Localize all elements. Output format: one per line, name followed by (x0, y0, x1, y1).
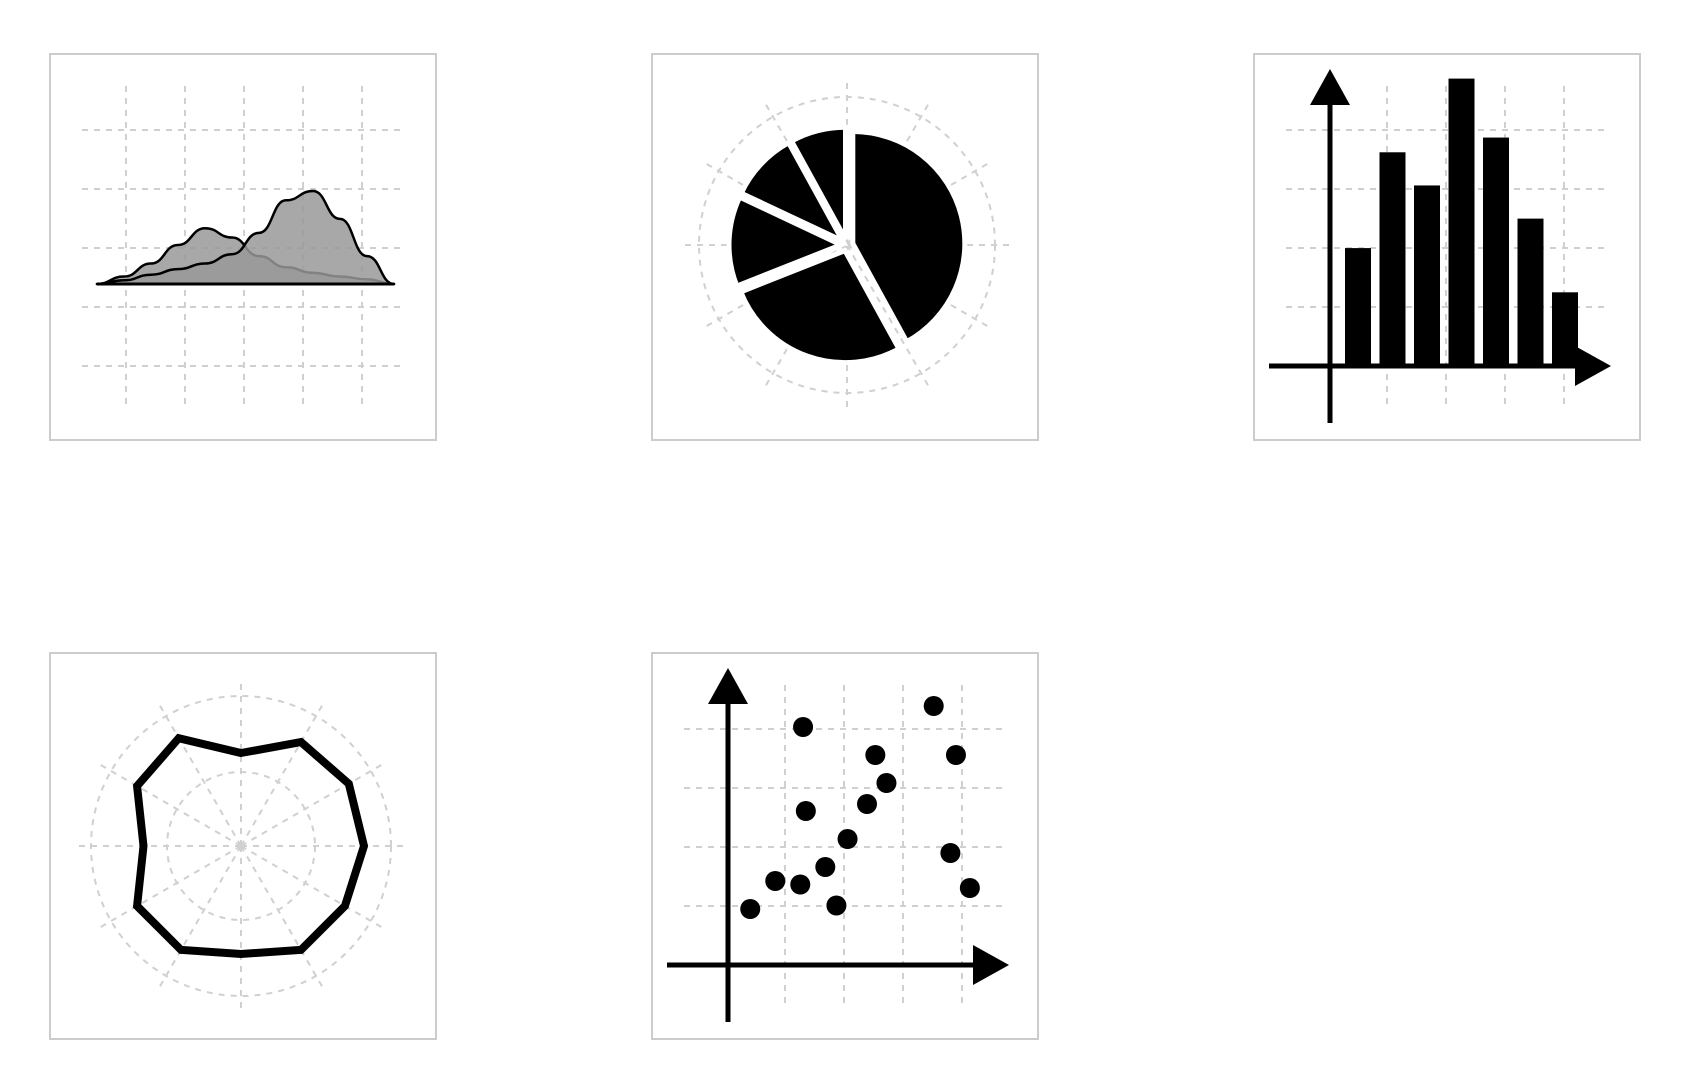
scatter-point (945, 745, 966, 765)
density-plot-canvas (82, 86, 404, 408)
scatter-point (740, 899, 761, 919)
grid-spoke (157, 702, 242, 847)
bar (1517, 218, 1544, 366)
grid-spoke (240, 845, 325, 990)
bar (1414, 185, 1440, 366)
scatter-point (765, 871, 786, 891)
pie-slice (850, 129, 968, 346)
scatter-plot-icon (651, 652, 1039, 1040)
bar (1448, 78, 1475, 366)
grid-spoke (240, 845, 385, 930)
scatter-point (857, 794, 877, 814)
pie-slice (788, 124, 849, 241)
bar-chart-canvas (1269, 69, 1611, 423)
grid-spoke (97, 762, 242, 847)
grid-spoke (157, 845, 242, 990)
grid-spoke (846, 244, 931, 389)
scatter-point (959, 878, 980, 898)
bar-chart-icon (1253, 53, 1641, 441)
x-axis-arrow-icon (1575, 346, 1611, 386)
pie-slice (737, 139, 849, 247)
density-curve (95, 189, 396, 286)
grid-spoke (240, 702, 325, 847)
grid-spoke (240, 762, 385, 847)
pie-slice (726, 193, 848, 290)
y-axis-arrow-icon (708, 668, 748, 704)
scatter-point (876, 773, 897, 793)
scatter-point (923, 696, 944, 716)
scatter-point (790, 874, 811, 895)
x-axis-arrow-icon (973, 945, 1009, 985)
grid-spoke (97, 845, 242, 930)
scatter-point (837, 829, 858, 849)
scatter-point (795, 801, 816, 821)
pie-chart-icon (651, 53, 1039, 441)
scatter-point (865, 745, 886, 765)
radar-chart-canvas (76, 681, 406, 1011)
bar (1552, 292, 1578, 366)
scatter-point (940, 843, 961, 863)
pie-slice (737, 247, 903, 366)
bar (1379, 152, 1406, 366)
density-plot-icon (49, 53, 437, 441)
bar (1345, 248, 1371, 366)
scatter-point (815, 857, 836, 877)
radar-chart-icon (49, 652, 437, 1040)
scatter-point (793, 717, 814, 737)
radar-outline (132, 733, 369, 959)
scatter-point (826, 895, 847, 916)
bar (1483, 137, 1509, 366)
y-axis-arrow-icon (1310, 69, 1350, 105)
scatter-plot-canvas (667, 668, 1009, 1022)
pie-chart-canvas (682, 80, 1012, 410)
